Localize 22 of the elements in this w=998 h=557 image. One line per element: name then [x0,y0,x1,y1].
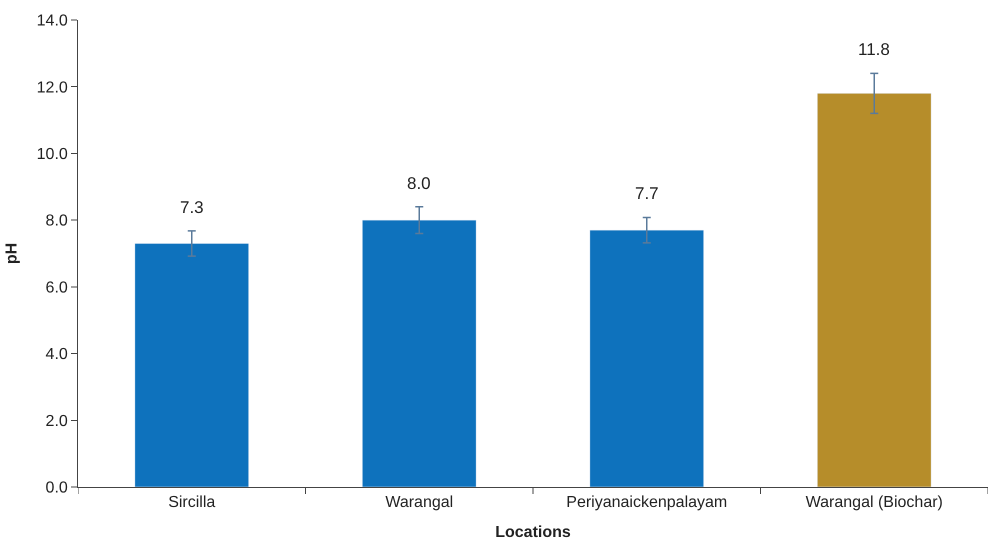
bar [362,220,476,487]
data-label: 7.3 [180,198,204,217]
data-label: 8.0 [407,174,431,193]
data-label: 7.7 [635,184,659,203]
y-tick-label: 4.0 [46,346,68,364]
x-tick-label: Warangal [385,494,454,512]
x-tick-label: Periyanaickenpalayam [566,494,728,512]
bar [590,230,704,487]
y-tick-label: 2.0 [46,412,68,430]
x-axis-title: Locations [495,524,571,541]
y-tick-label: 8.0 [46,212,68,230]
bar [817,93,932,487]
bar [134,243,249,487]
y-tick-label: 12.0 [36,79,68,96]
y-tick-label: 10.0 [36,146,68,164]
y-tick-label: 0.0 [46,480,68,497]
data-label: 11.8 [858,40,890,59]
y-tick-label: 14.0 [36,12,68,30]
x-tick-label: Warangal (Biochar) [806,494,943,512]
y-axis-title: pH [4,242,21,264]
y-tick-label: 6.0 [46,279,68,296]
x-tick-label: Sircilla [168,494,216,512]
